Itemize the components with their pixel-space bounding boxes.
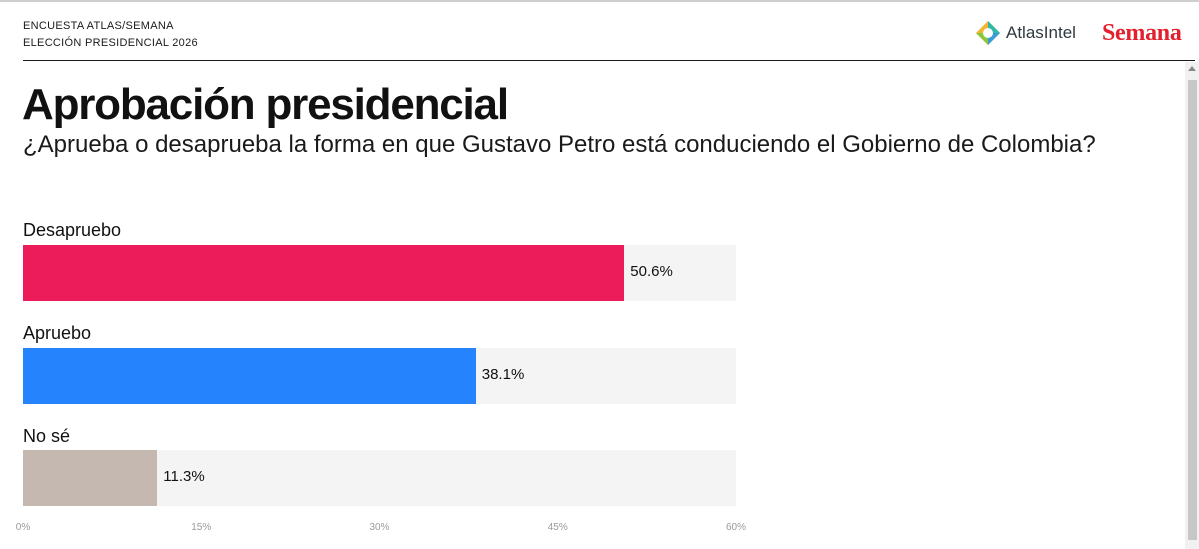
bar-desapruebo	[23, 245, 625, 301]
x-tick-label: 15%	[191, 522, 212, 533]
x-tick-label: 0%	[15, 522, 31, 533]
category-label-apruebo: Apruebo	[23, 323, 92, 343]
kicker: ENCUESTA ATLAS/SEMANA ELECCIÓN PRESIDENC…	[23, 18, 198, 52]
x-tick-label: 45%	[547, 522, 568, 533]
atlasintel-logo-icon	[975, 20, 1001, 46]
value-label-apruebo: 38.1%	[481, 366, 525, 383]
category-label-desapruebo: Desapruebo	[23, 220, 122, 240]
x-tick-label: 30%	[369, 522, 390, 533]
value-label-no-se: 11.3%	[163, 468, 205, 485]
bar-no-se	[23, 450, 158, 506]
bar-chart: Desapruebo 50.6% Apruebo 38.1% No sé 11.…	[0, 210, 1199, 549]
scrollbar-thumb[interactable]	[1188, 80, 1197, 540]
chart-title: Aprobación presidencial	[22, 80, 509, 129]
bar-apruebo	[23, 348, 476, 404]
header-divider	[23, 60, 1195, 61]
kicker-line-2: ELECCIÓN PRESIDENCIAL 2026	[23, 37, 198, 49]
atlasintel-logo: AtlasIntel	[975, 19, 1076, 47]
x-tick-label: 60%	[725, 522, 747, 533]
kicker-line-1: ENCUESTA ATLAS/SEMANA	[23, 20, 174, 32]
value-label-desapruebo: 50.6%	[630, 263, 673, 280]
top-border	[0, 0, 1199, 2]
category-label-no-se: No sé	[23, 426, 71, 446]
scroll-up-arrow-icon[interactable]	[1188, 66, 1196, 71]
atlasintel-logo-text: AtlasIntel	[1006, 23, 1076, 42]
semana-logo: Semana	[1102, 20, 1182, 46]
header: ENCUESTA ATLAS/SEMANA ELECCIÓN PRESIDENC…	[0, 2, 1199, 60]
chart-subtitle: ¿Aprueba o desaprueba la forma en que Gu…	[23, 131, 1096, 158]
